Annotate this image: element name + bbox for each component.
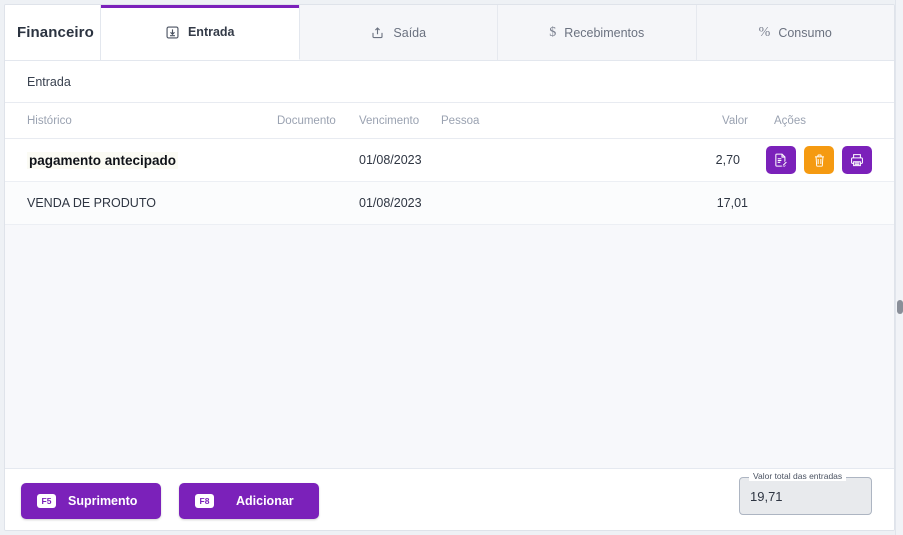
- cell-valor: 2,70: [715, 153, 740, 167]
- brand-tab-financeiro[interactable]: Financeiro: [5, 5, 101, 60]
- vertical-scrollbar[interactable]: [895, 0, 903, 535]
- cell-historico-text: pagamento antecipado: [27, 151, 179, 169]
- tab-saida-label: Saída: [393, 25, 427, 40]
- table-body: pagamento antecipado 01/08/2023 2,70: [5, 139, 894, 469]
- shortcut-badge-f8: F8: [195, 493, 214, 509]
- tab-consumo[interactable]: % Consumo: [696, 5, 894, 60]
- column-header-vencimento: Vencimento: [359, 114, 420, 127]
- shortcut-badge-f5: F5: [37, 493, 56, 509]
- tab-strip: Financeiro Entrada: [5, 5, 894, 61]
- column-header-pessoa: Pessoa: [441, 114, 480, 127]
- delete-row-button[interactable]: [804, 146, 834, 174]
- entries-table: Histórico Documento Vencimento Pessoa Va…: [5, 103, 894, 469]
- cell-vencimento: 01/08/2023: [359, 153, 422, 167]
- cell-historico: VENDA DE PRODUTO: [27, 196, 156, 210]
- column-header-acoes: Ações: [774, 114, 806, 127]
- export-up-icon: [370, 25, 385, 40]
- tab-entrada[interactable]: Entrada: [101, 5, 300, 60]
- tab-recebimentos-label: Recebimentos: [564, 25, 645, 40]
- column-header-valor: Valor: [722, 114, 748, 127]
- edit-icon: [773, 152, 789, 168]
- dollar-icon: $: [549, 24, 557, 40]
- total-entradas-legend: Valor total das entradas: [749, 471, 847, 481]
- section-title: Entrada: [27, 74, 71, 89]
- footer-bar: F5 Suprimento F8 Adicionar Valor total d…: [5, 469, 894, 530]
- column-header-historico: Histórico: [27, 114, 72, 127]
- percent-icon: %: [758, 24, 771, 40]
- table-row[interactable]: VENDA DE PRODUTO 01/08/2023 17,01: [5, 182, 894, 225]
- total-entradas-box: Valor total das entradas 19,71: [739, 471, 872, 515]
- section-header: Entrada: [5, 61, 894, 103]
- suprimento-button[interactable]: F5 Suprimento: [21, 483, 161, 519]
- print-row-button[interactable]: [842, 146, 872, 174]
- table-row[interactable]: pagamento antecipado 01/08/2023 2,70: [5, 139, 894, 182]
- cell-acoes: [754, 146, 872, 174]
- tab-recebimentos[interactable]: $ Recebimentos: [498, 5, 697, 60]
- print-icon: [849, 152, 865, 168]
- tab-entrada-label: Entrada: [187, 25, 235, 39]
- cell-valor: 17,01: [716, 196, 748, 210]
- import-down-icon: [165, 25, 180, 40]
- column-header-documento: Documento: [277, 114, 336, 127]
- adicionar-button[interactable]: F8 Adicionar: [179, 483, 319, 519]
- scrollbar-thumb[interactable]: [897, 300, 903, 314]
- tab-consumo-label: Consumo: [778, 25, 832, 40]
- suprimento-button-label: Suprimento: [68, 494, 138, 508]
- tab-saida[interactable]: Saída: [299, 5, 498, 60]
- table-header-row: Histórico Documento Vencimento Pessoa Va…: [5, 103, 894, 139]
- cell-vencimento: 01/08/2023: [359, 196, 422, 210]
- trash-icon: [812, 153, 827, 168]
- edit-row-button[interactable]: [766, 146, 796, 174]
- total-entradas-value: 19,71: [750, 489, 783, 504]
- cell-historico: pagamento antecipado: [27, 151, 277, 169]
- adicionar-button-label: Adicionar: [236, 494, 294, 508]
- financeiro-window: Financeiro Entrada: [4, 4, 895, 531]
- brand-tab-label: Financeiro: [17, 24, 94, 41]
